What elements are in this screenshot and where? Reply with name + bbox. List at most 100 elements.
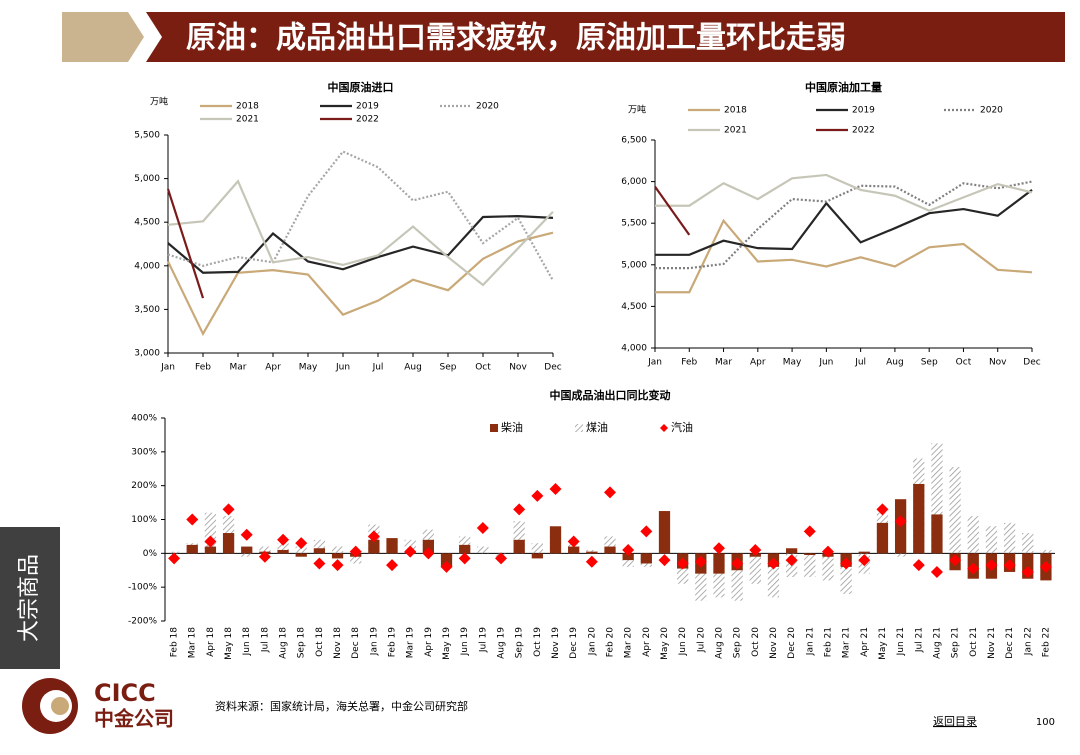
bar — [259, 546, 271, 554]
y-tick-label: 200% — [131, 481, 157, 491]
bar — [313, 548, 326, 554]
legend-swatch — [490, 424, 498, 432]
y-tick-label: 5,500 — [621, 219, 647, 229]
bar — [459, 544, 471, 554]
x-tick-label: May 20 — [660, 627, 670, 660]
bar — [295, 553, 307, 557]
x-tick-label: Jun 20 — [678, 627, 688, 657]
legend-label: 2022 — [852, 126, 875, 136]
x-tick-label: Dec 21 — [1005, 627, 1015, 659]
marker — [258, 550, 271, 563]
bar — [931, 514, 943, 554]
marker — [549, 483, 562, 496]
x-tick-label: Mar 19 — [406, 627, 416, 659]
marker — [912, 559, 925, 572]
marker — [894, 515, 907, 528]
bar — [204, 512, 217, 554]
x-tick-label: Oct 20 — [751, 627, 761, 657]
bar — [713, 553, 725, 574]
bar — [368, 539, 380, 554]
marker — [1003, 559, 1016, 572]
logo: CICC 中金公司 — [22, 678, 174, 734]
back-link[interactable]: 返回目录 — [933, 715, 977, 728]
legend-label: 2020 — [476, 102, 499, 112]
x-tick-label: May 19 — [442, 627, 452, 660]
bar — [513, 539, 525, 554]
x-tick-label: Nov 21 — [987, 627, 997, 659]
x-tick-label: Mar 18 — [188, 627, 198, 659]
series-line — [655, 180, 1033, 270]
legend-label: 2018 — [724, 106, 747, 116]
source-note: 资料来源：国家统计局，海关总署，中金公司研究部 — [215, 699, 468, 713]
x-tick-label: Jun — [335, 363, 350, 373]
bar — [350, 553, 362, 564]
bar — [804, 553, 816, 556]
bar — [204, 546, 217, 554]
x-tick-label: Jan 19 — [369, 627, 379, 656]
bar — [858, 551, 870, 554]
x-tick-label: Jul — [372, 363, 384, 373]
bar — [531, 553, 543, 559]
bar — [1022, 533, 1034, 554]
x-tick-label: Aug — [404, 363, 422, 373]
legend-swatch — [575, 424, 583, 432]
marker — [640, 525, 653, 538]
marker — [313, 557, 326, 570]
marker — [186, 513, 199, 526]
marker — [168, 552, 181, 565]
series-line — [655, 189, 1033, 256]
marker — [604, 486, 616, 499]
marker — [204, 535, 217, 548]
x-tick-label: Apr 21 — [860, 627, 870, 657]
x-tick-label: May — [783, 358, 802, 368]
y-tick-label: 3,000 — [134, 349, 160, 359]
y-tick-label: 5,000 — [621, 260, 647, 270]
y-tick-label: 4,500 — [621, 302, 647, 312]
legend-label: 汽油 — [671, 420, 693, 434]
marker — [440, 560, 453, 573]
y-tick-label: 300% — [131, 447, 157, 457]
marker — [767, 557, 780, 570]
marker — [876, 503, 889, 516]
legend-label: 2019 — [852, 106, 875, 116]
x-tick-label: Jan 22 — [1023, 627, 1033, 656]
bar — [277, 549, 289, 554]
series-line — [166, 188, 205, 299]
bar — [804, 553, 816, 578]
marker — [694, 555, 707, 568]
x-tick-label: Jun 21 — [896, 627, 906, 656]
marker — [531, 489, 544, 502]
legend-label: 2021 — [724, 126, 747, 136]
bar — [277, 543, 289, 554]
bar — [913, 483, 925, 554]
y-tick-label: -100% — [128, 583, 157, 593]
bar — [731, 553, 743, 601]
marker — [476, 521, 489, 534]
bar — [695, 553, 707, 601]
marker — [949, 554, 962, 567]
x-tick-label: Jan 21 — [805, 627, 815, 656]
bar — [440, 553, 453, 567]
x-tick-label: Apr 20 — [642, 627, 652, 657]
x-tick-label: Jul 18 — [260, 627, 270, 653]
series-line — [167, 214, 554, 274]
x-tick-label: Oct — [956, 358, 972, 368]
x-tick-label: Dec 20 — [787, 627, 797, 659]
x-tick-label: May 21 — [878, 627, 888, 660]
x-tick-label: May — [299, 363, 318, 373]
chart-title: 中国原油进口 — [328, 80, 394, 94]
x-tick-label: Aug 19 — [497, 627, 507, 659]
marker — [1039, 560, 1052, 573]
marker — [240, 528, 253, 541]
x-tick-label: Nov 19 — [551, 627, 561, 659]
x-tick-label: Aug 18 — [279, 627, 289, 659]
bar — [386, 538, 398, 554]
x-tick-label: Feb 22 — [1041, 627, 1051, 657]
bar — [713, 553, 725, 598]
bar — [549, 526, 562, 554]
chart-title: 中国原油加工量 — [805, 80, 882, 94]
x-tick-label: Jul 21 — [914, 627, 924, 653]
bar — [531, 543, 543, 554]
bar — [604, 536, 616, 554]
